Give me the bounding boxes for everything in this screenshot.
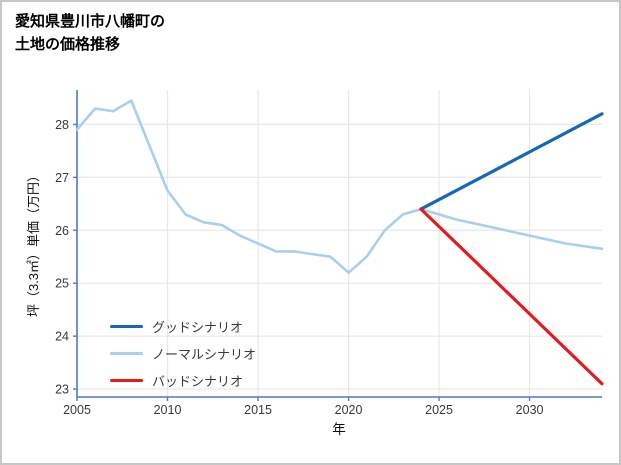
legend-item-bad-scenario: バッドシナリオ: [110, 367, 256, 394]
x-axis-label: 年: [332, 422, 346, 437]
chart-title-line1: 愛知県豊川市八幡町の: [15, 13, 166, 30]
y-tick-label: 28: [55, 118, 69, 132]
legend-label-bad-scenario: バッドシナリオ: [152, 374, 244, 389]
legend-line-good-scenario-icon: [110, 325, 143, 328]
series-line-bad-scenario: [419, 207, 604, 386]
x-tick-label: 2020: [335, 403, 363, 417]
y-tick-label: 27: [55, 171, 69, 185]
legend-label-normal-scenario: ノーマルシナリオ: [152, 347, 257, 362]
y-tick-label: 26: [55, 224, 69, 238]
x-tick-label: 2015: [244, 403, 272, 417]
x-tick-label: 2010: [154, 403, 182, 417]
legend-line-normal-scenario-icon: [110, 352, 143, 355]
x-tick-label: 2030: [516, 403, 544, 417]
y-tick-label: 25: [55, 277, 69, 291]
y-tick-label: 23: [55, 383, 69, 397]
legend-label-good-scenario: グッドシナリオ: [152, 320, 244, 335]
legend-item-good-scenario: グッドシナリオ: [110, 313, 256, 340]
chart-title: 愛知県豊川市八幡町の 土地の価格推移: [15, 11, 165, 56]
chart-title-line2: 土地の価格推移: [15, 35, 121, 53]
legend-line-bad-scenario-icon: [110, 379, 143, 382]
series-line-normal-scenario: [75, 99, 604, 274]
legend-item-normal-scenario: ノーマルシナリオ: [110, 340, 256, 367]
y-tick-label: 24: [55, 330, 69, 344]
x-tick-label: 2005: [63, 403, 91, 417]
y-axis-label: 坪（3.3㎡）単価（万円）: [26, 169, 41, 317]
x-tick-label: 2025: [425, 403, 453, 417]
series-line-good-scenario: [419, 112, 604, 211]
legend: グッドシナリオ ノーマルシナリオ バッドシナリオ: [110, 313, 256, 394]
